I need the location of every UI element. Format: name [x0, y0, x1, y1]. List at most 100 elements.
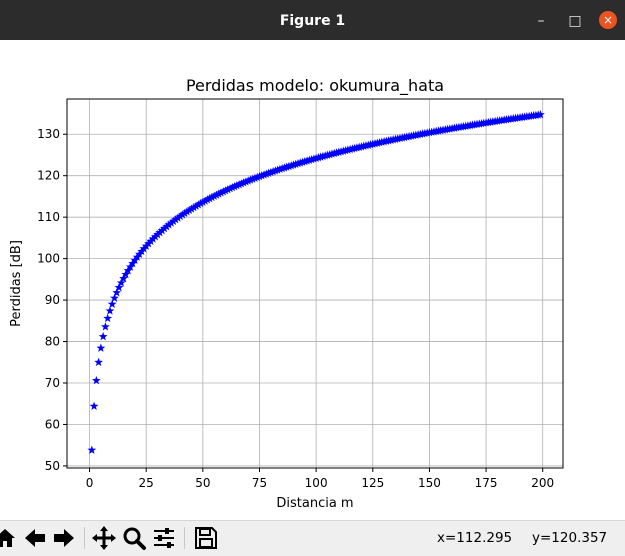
- data-point: [155, 227, 165, 237]
- data-point: [146, 236, 156, 245]
- y-tick-label: 90: [45, 293, 60, 307]
- x-tick-label: 125: [361, 476, 384, 490]
- data-point: [162, 222, 171, 231]
- back-arrow-icon[interactable]: [22, 525, 48, 551]
- cursor-y-readout: y=120.357: [532, 530, 608, 546]
- data-point: [103, 313, 113, 323]
- data-point: [261, 169, 271, 178]
- data-point: [227, 182, 237, 192]
- data-point: [282, 162, 292, 171]
- data-point: [252, 172, 262, 182]
- y-tick-label: 50: [45, 459, 60, 473]
- data-point: [284, 161, 294, 171]
- forward-arrow-icon[interactable]: [51, 525, 77, 551]
- data-point: [255, 171, 264, 181]
- data-point: [184, 205, 194, 215]
- data-point: [193, 200, 203, 209]
- data-point: [89, 401, 99, 410]
- x-tick-label: 75: [252, 476, 267, 490]
- data-point: [275, 164, 285, 174]
- data-point: [175, 211, 185, 221]
- data-point: [234, 180, 244, 189]
- data-point: [218, 187, 228, 196]
- chart-svg: 0 25 50 75 100 125 150 175 200 50 60 70 80 90 100 110 12…: [9, 76, 564, 511]
- data-point: [246, 175, 255, 184]
- data-point: [207, 192, 217, 202]
- pan-icon[interactable]: [91, 525, 117, 551]
- data-point: [112, 288, 122, 297]
- data-point: [536, 110, 545, 119]
- x-tick-label: 100: [305, 476, 328, 490]
- data-point: [203, 195, 212, 204]
- y-tick-label: 110: [37, 210, 60, 224]
- grid-lines: [67, 99, 563, 468]
- data-point: [169, 216, 178, 226]
- data-point: [264, 168, 273, 177]
- data-point: [200, 196, 210, 205]
- zoom-icon[interactable]: [121, 525, 147, 551]
- data-point: [273, 165, 282, 174]
- data-point: [191, 201, 201, 210]
- cursor-x-readout: x=112.295: [437, 530, 513, 546]
- data-point: [196, 198, 205, 208]
- data-point: [225, 183, 235, 193]
- data-point: [105, 306, 115, 315]
- data-point: [250, 173, 260, 182]
- home-icon[interactable]: [0, 525, 18, 551]
- data-point: [144, 239, 153, 248]
- data-point: [150, 232, 160, 241]
- y-tick-label: 130: [37, 127, 60, 141]
- y-tick-label: 80: [45, 335, 60, 349]
- data-point: [236, 179, 246, 188]
- axis-ticks: 0 25 50 75 100 125 150 175 200 50 60 70 80 90 100 110 12…: [37, 127, 554, 490]
- data-point: [198, 197, 208, 206]
- data-point: [166, 218, 176, 227]
- data-point: [96, 343, 106, 352]
- y-tick-label: 60: [45, 417, 60, 431]
- close-button[interactable]: ×: [599, 11, 617, 29]
- data-point: [286, 161, 296, 170]
- data-point: [221, 186, 230, 195]
- data-point: [277, 163, 287, 173]
- configure-subplots-icon[interactable]: [151, 525, 177, 551]
- data-point: [141, 241, 151, 250]
- x-axis-label: Distancia m: [276, 496, 353, 511]
- x-tick-label: 200: [531, 476, 554, 490]
- y-tick-label: 100: [37, 252, 60, 266]
- data-point: [101, 322, 110, 331]
- window-titlebar: Figure 1 – □ ×: [0, 0, 625, 40]
- data-point: [164, 220, 174, 229]
- maximize-button[interactable]: □: [568, 13, 582, 29]
- data-point: [257, 171, 267, 180]
- data-point: [241, 177, 251, 186]
- data-point: [157, 225, 167, 235]
- data-point: [94, 357, 103, 367]
- data-point: [148, 234, 158, 243]
- data-point: [223, 185, 233, 194]
- data-point: [214, 189, 224, 198]
- data-point: [153, 230, 162, 239]
- toolbar-separator: [184, 527, 185, 549]
- data-point: [110, 293, 119, 302]
- save-icon[interactable]: [193, 525, 219, 551]
- data-point: [289, 160, 298, 169]
- data-point: [98, 332, 108, 341]
- minimize-button[interactable]: –: [537, 13, 545, 29]
- y-axis-label: Perdidas [dB]: [9, 240, 24, 327]
- x-tick-label: 50: [195, 476, 210, 490]
- x-tick-label: 175: [475, 476, 498, 490]
- x-tick-label: 150: [418, 476, 441, 490]
- window-title: Figure 1: [279, 13, 346, 29]
- data-point: [119, 273, 128, 283]
- data-point: [116, 278, 126, 287]
- data-point: [239, 178, 248, 187]
- data-point: [91, 375, 101, 385]
- data-point: [180, 208, 190, 217]
- data-point: [189, 202, 199, 212]
- figure-canvas[interactable]: 0 25 50 75 100 125 150 175 200 50 60 70 80 90 100 110 12…: [0, 40, 625, 520]
- data-point: [268, 167, 278, 176]
- data-point: [280, 163, 289, 172]
- data-point: [291, 159, 301, 168]
- data-point: [212, 190, 221, 199]
- data-point: [171, 215, 181, 224]
